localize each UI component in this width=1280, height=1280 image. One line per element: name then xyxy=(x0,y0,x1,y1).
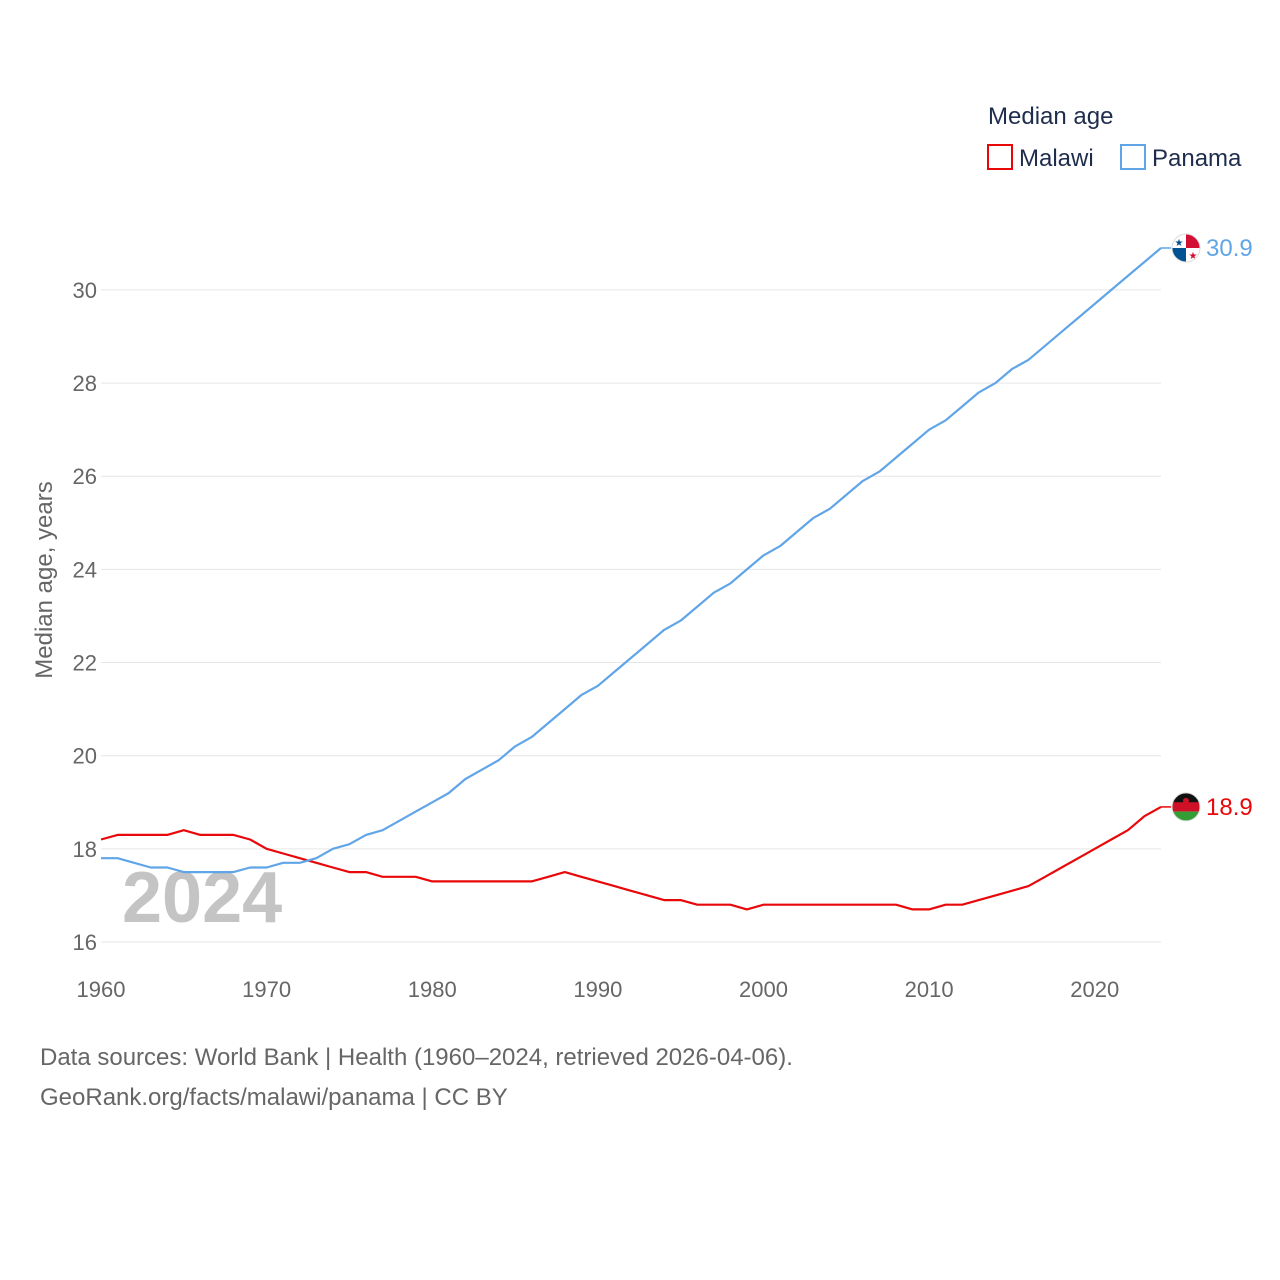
y-tick-label-26: 26 xyxy=(73,464,97,489)
x-tick-label-2000: 2000 xyxy=(739,977,788,1002)
x-axis-ticks: 1960 1970 1980 1990 2000 2010 2020 xyxy=(77,977,1120,1002)
year-watermark: 2024 xyxy=(122,858,282,938)
x-tick-label-1960: 1960 xyxy=(77,977,126,1002)
y-tick-label-30: 30 xyxy=(73,278,97,303)
gridlines xyxy=(101,289,1161,943)
legend: Median age Malawi Panama xyxy=(987,103,1242,172)
legend-swatch-panama xyxy=(1120,144,1146,170)
series-line-panama xyxy=(101,247,1162,874)
y-axis-ticks: 16 18 20 22 24 26 28 30 xyxy=(73,278,97,955)
legend-swatch-malawi xyxy=(987,144,1013,170)
y-tick-label-16: 16 xyxy=(73,930,97,955)
svg-text:★: ★ xyxy=(1175,238,1184,249)
legend-label-panama: Panama xyxy=(1152,145,1242,172)
x-tick-label-2010: 2010 xyxy=(905,977,954,1002)
panama-flag-icon: ★ ★ xyxy=(1171,233,1201,263)
legend-label-malawi: Malawi xyxy=(1019,145,1094,172)
x-tick-label-2020: 2020 xyxy=(1070,977,1119,1002)
y-axis-label: Median age, years xyxy=(31,481,58,678)
x-tick-label-1980: 1980 xyxy=(408,977,457,1002)
y-tick-label-20: 20 xyxy=(73,744,97,769)
svg-text:★: ★ xyxy=(1189,251,1198,262)
end-value-label-panama: 30.9 xyxy=(1206,235,1253,262)
series-lines xyxy=(100,247,1171,911)
y-tick-label-24: 24 xyxy=(73,557,97,582)
series-line-malawi xyxy=(100,805,1162,911)
legend-item-malawi[interactable]: Malawi xyxy=(987,144,1094,172)
y-tick-label-22: 22 xyxy=(73,651,97,676)
legend-title: Median age xyxy=(988,103,1113,130)
legend-item-panama[interactable]: Panama xyxy=(1120,144,1242,172)
source-url-text: GeoRank.org/facts/malawi/panama | CC BY xyxy=(40,1084,508,1111)
x-tick-label-1970: 1970 xyxy=(242,977,291,1002)
end-value-label-malawi: 18.9 xyxy=(1206,794,1253,821)
y-tick-label-28: 28 xyxy=(73,371,97,396)
y-tick-label-18: 18 xyxy=(73,837,97,862)
data-sources-text: Data sources: World Bank | Health (1960–… xyxy=(40,1044,793,1071)
malawi-flag-icon xyxy=(1171,792,1201,822)
x-tick-label-1990: 1990 xyxy=(573,977,622,1002)
